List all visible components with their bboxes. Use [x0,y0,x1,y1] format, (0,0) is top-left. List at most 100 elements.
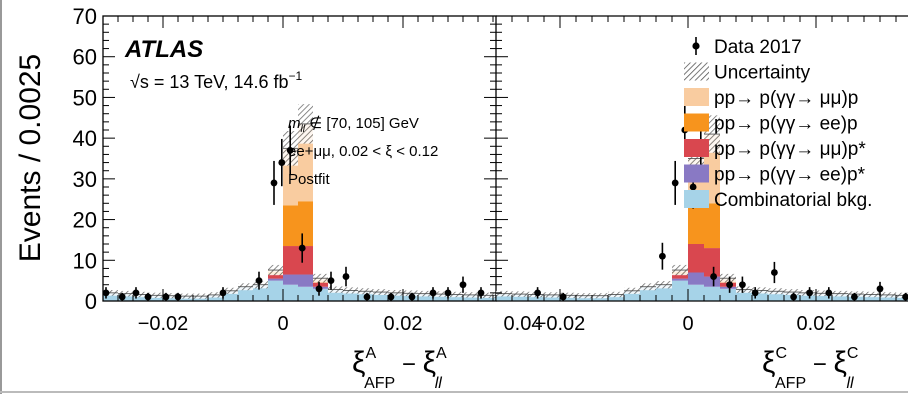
y-tick-label: 10 [73,248,97,273]
energy-label: √s = 13 TeV, 14.6 fb−1 [130,69,303,92]
stack-bar-bkg [268,280,283,301]
stack-bar-bkg [624,290,640,301]
stack-bar-bkg [163,295,178,301]
data-point [162,293,170,301]
stack-bar-bkg [478,295,493,301]
stack-bar-bkg [816,293,832,301]
experiment-label: ATLAS [124,36,203,63]
stack-bar-bkg [388,292,403,301]
stack-bar-bkg [528,294,544,301]
stack-bar-ee_pstar [688,272,704,285]
x-tick-label: 0 [277,313,288,335]
minus-sign: − [395,351,422,378]
stack-bar-mumu_pstar [688,244,704,273]
stack-bar-bkg [800,292,816,301]
data-point [270,179,278,187]
stack-bar-bkg [418,293,433,301]
stack-bar-ee_pstar [268,278,283,281]
panel-a: 0 10 20 30 40 50 60 70 −0.02 0 0.02 0.04 [73,4,583,335]
stack-bar-bkg [736,289,752,301]
stack-bar-bkg [208,294,223,301]
fit-label: Postfit [288,171,331,188]
legend-data-marker [692,42,700,50]
data-point [315,285,323,293]
stack-bar-mumu_pstar [672,274,688,279]
stack-bar-ee_p [688,207,704,244]
data-point [726,281,733,289]
stack-bar-ee_pstar [720,286,736,289]
stack-bar-bkg [493,295,496,301]
data-point [278,159,286,166]
data-point [751,289,759,297]
data-point [459,281,467,289]
data-point [444,289,452,297]
stack-bar-ee_pstar [672,278,688,281]
xi-symbol-2: ξ [833,346,846,379]
stack-bar-bkg [223,290,238,301]
stack-bar-bkg [133,294,148,301]
xi-sup-2: C [847,345,859,362]
axis-ticks-a: 0 10 20 30 40 50 60 70 −0.02 0 0.02 0.04 [73,4,543,335]
xi-symbol-2: ξ [423,346,436,379]
xi-sub: AFP [775,375,806,392]
legend-hatch-swatch [684,62,709,81]
stack-bar-bkg [463,294,478,301]
y-tick-label: 40 [73,126,97,151]
stack-bar-ee_p [704,203,720,249]
stack-bar-bkg [148,295,163,301]
data-point [327,277,335,285]
stack-bar-bkg [672,280,688,301]
stack-bar-ee_pstar [704,276,720,287]
stack-bar-bkg [560,295,576,301]
legend-label: pp→ p(γγ→ μμ)p* [714,139,866,160]
data-point [574,224,581,231]
stack-bar-bkg [832,293,848,301]
stack-bar-bkg [496,293,512,301]
data-point [825,289,833,297]
stack-bar-ee_p [298,201,313,247]
y-tick-label: 70 [73,4,97,29]
stack-bar-bkg [373,292,388,301]
stack-bar-bkg [512,294,528,301]
stack-bar-bkg [283,284,298,301]
data-point [710,273,717,280]
stack-bar-bkg [880,294,896,301]
data-point [363,293,371,301]
stack-bar-bkg [720,288,736,301]
x-tick-label: 0.04 [504,313,543,335]
y-tick-label: 0 [85,289,97,314]
data-point [298,244,306,252]
legend-label: pp→ p(γγ→ μμ)p [714,88,858,109]
data-point [790,293,797,301]
y-tick-label: 60 [73,45,97,70]
legend-label: pp→ p(γγ→ ee)p [714,114,858,135]
y-tick-label: 20 [73,208,97,233]
data-point [477,289,485,297]
data-point [689,183,697,191]
x-tick-label: 0 [682,313,693,335]
mass-cut-label: mll ∉ [70, 105] GeV [288,115,419,135]
data-point [771,269,778,276]
y-tick-label: 50 [73,85,97,110]
data-point [118,293,126,301]
frame-a [102,15,497,302]
stack-bar-bkg [568,240,583,301]
stack-bar-bkg [704,286,720,301]
xi-sup-2: A [436,345,447,362]
stack-bar-bkg [768,291,784,301]
data-point [534,289,541,297]
x-axis-label-c: ξC AFP − ξC ll [762,345,858,392]
legend-swatch [684,164,709,183]
xi-sub-2: ll [846,375,854,392]
lumi-exponent: −1 [289,69,303,83]
stack-bar-mumu_pstar [268,274,283,279]
legend-swatch [684,88,709,106]
stack-bar-ee_pstar [283,274,298,285]
legend-swatch [684,139,709,157]
data-point [671,179,679,187]
data-point [255,277,263,285]
stack-bar-bkg [448,294,463,301]
data-point [286,146,294,154]
mass-subscript: ll [301,124,306,135]
